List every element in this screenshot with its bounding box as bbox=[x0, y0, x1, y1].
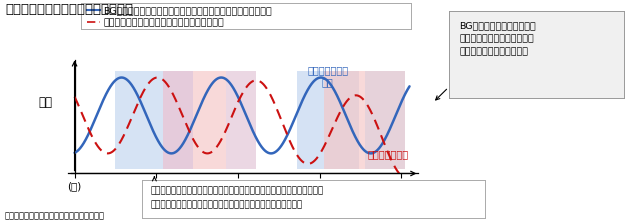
Text: 引用元：東京電力ホールディングス株式会社: 引用元：東京電力ホールディングス株式会社 bbox=[5, 211, 105, 220]
Text: 一般送配電事業者は、週末に再エネ余剰傾向となることから、予め週末に
向けて上池水位を徐々に下げる運用を行い、下げ代確保を図る。: 一般送配電事業者は、週末に再エネ余剰傾向となることから、予め週末に 向けて上池水… bbox=[151, 187, 324, 209]
Text: BGが利益最大化のためスポット市場等への供出を優先する場合: BGが利益最大化のためスポット市場等への供出を優先する場合 bbox=[103, 6, 272, 15]
Text: 水位: 水位 bbox=[38, 96, 52, 109]
Text: BGは利益が最大となるよう
な時間帯で揚水発電を行うよ
う上池の水位を調整する。: BGは利益が最大となるよう な時間帯で揚水発電を行うよ う上池の水位を調整する。 bbox=[459, 21, 536, 56]
Text: 上池水位の運用の考え方のイメージ: 上池水位の運用の考え方のイメージ bbox=[5, 3, 133, 16]
Text: 再エネ余剰吸収: 再エネ余剰吸収 bbox=[367, 150, 408, 160]
Text: 一般送配電事業者が下げ代確保を優先する場合: 一般送配電事業者が下げ代確保を優先する場合 bbox=[103, 18, 224, 27]
Text: スポット市場等
供出: スポット市場等 供出 bbox=[307, 65, 348, 87]
